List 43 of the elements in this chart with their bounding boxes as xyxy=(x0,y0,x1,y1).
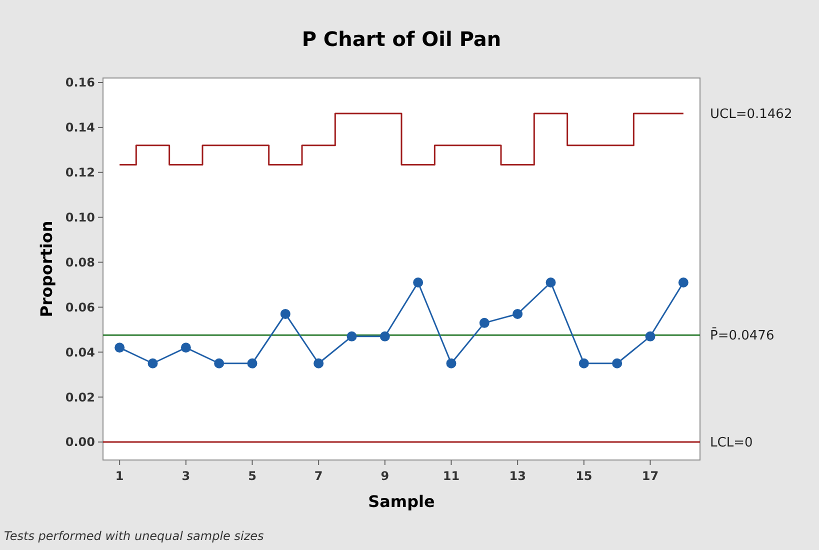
point xyxy=(114,342,125,353)
x-tick-label: 7 xyxy=(314,469,323,483)
x-tick-label: 13 xyxy=(509,469,526,483)
point xyxy=(380,331,390,342)
point xyxy=(413,277,424,288)
text: Tests performed with unequal sample sizes xyxy=(4,529,264,543)
point xyxy=(645,331,656,342)
y-tick-label: 0.00 xyxy=(65,435,95,450)
point xyxy=(148,358,158,368)
x-tick-label: 1 xyxy=(115,469,124,483)
y-tick-label: 0.14 xyxy=(65,120,95,135)
x-axis-title: Sample xyxy=(368,492,436,511)
y-tick-label: 0.16 xyxy=(65,76,95,90)
ref-line-label: P̄=0.0476 xyxy=(710,327,774,344)
text: UCL=0.1462 xyxy=(710,107,792,122)
y-tick-label: 0.04 xyxy=(65,345,95,360)
y-tick-label: 0.08 xyxy=(65,255,95,270)
point xyxy=(314,358,324,368)
point xyxy=(479,318,490,328)
point xyxy=(678,277,688,288)
x-tick-label: 17 xyxy=(642,469,659,483)
x-tick-label: 11 xyxy=(442,469,460,483)
point xyxy=(247,358,258,368)
x-tick-label: 5 xyxy=(248,469,256,483)
point xyxy=(546,277,556,288)
y-tick-label: 0.06 xyxy=(65,300,95,314)
point xyxy=(214,358,224,368)
y-tick-label: 0.12 xyxy=(65,166,95,180)
point xyxy=(512,308,523,319)
x-tick-label: 9 xyxy=(380,469,390,483)
point xyxy=(280,308,290,319)
point xyxy=(346,331,357,342)
point xyxy=(446,358,456,368)
y-tick-label: 0.02 xyxy=(65,390,95,404)
x-tick-label: 15 xyxy=(576,469,592,483)
point xyxy=(578,358,589,368)
ref-line-label: LCL=0 xyxy=(710,436,753,451)
y-tick-label: 0.10 xyxy=(65,210,95,225)
chart-title: P Chart of Oil Pan xyxy=(302,27,502,51)
x-tick-label: 3 xyxy=(182,469,190,483)
point xyxy=(180,342,191,353)
point xyxy=(612,358,622,368)
y-axis-title: Proportion xyxy=(37,220,56,318)
